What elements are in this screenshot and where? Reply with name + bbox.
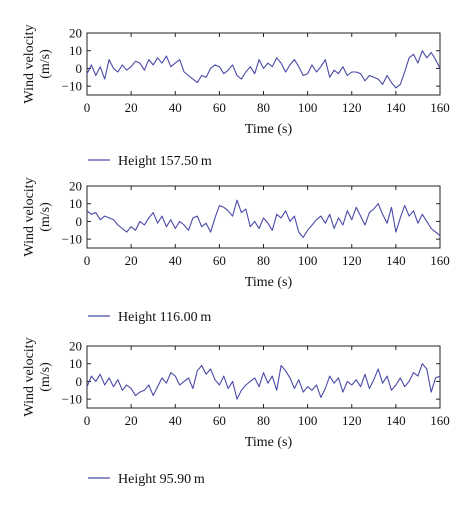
x-tick-label: 20	[125, 100, 138, 115]
x-tick-label: 100	[298, 253, 318, 268]
y-tick-label: 0	[76, 214, 83, 229]
legend-label: Height 116.00 m	[118, 310, 211, 325]
x-tick-label: 40	[169, 413, 182, 428]
x-tick-label: 80	[257, 413, 270, 428]
x-tick-label: 40	[169, 253, 182, 268]
x-axis-label: Time (s)	[245, 435, 293, 450]
x-tick-label: 140	[386, 413, 406, 428]
x-tick-label: 160	[430, 100, 450, 115]
series-line	[86, 199, 441, 238]
x-tick-label: 0	[84, 253, 91, 268]
x-axis-label: Time (s)	[245, 122, 293, 137]
legend-label: Height 157.50 m	[118, 154, 212, 169]
y-tick-label: 20	[69, 179, 82, 194]
x-tick-label: 120	[342, 253, 362, 268]
y-axis-label-line1: Wind velocity	[22, 337, 37, 416]
plot-frame	[86, 185, 441, 249]
y-tick-label: 10	[69, 43, 82, 58]
y-tick-label: −10	[62, 79, 82, 94]
x-tick-label: 20	[125, 413, 138, 428]
x-tick-label: 80	[257, 253, 270, 268]
x-tick-label: 20	[125, 253, 138, 268]
x-tick-label: 160	[430, 413, 450, 428]
y-axis-label-line2: (m/s)	[38, 362, 53, 392]
y-tick-label: −10	[62, 232, 82, 247]
x-tick-label: 60	[213, 100, 226, 115]
y-tick-label: 10	[69, 196, 82, 211]
x-tick-label: 0	[84, 413, 91, 428]
x-tick-label: 100	[298, 100, 318, 115]
x-tick-label: 0	[84, 100, 91, 115]
x-tick-label: 40	[169, 100, 182, 115]
y-axis-label-line1: Wind velocity	[22, 24, 37, 103]
x-tick-label: 140	[386, 253, 406, 268]
y-axis-label-line2: (m/s)	[38, 49, 53, 79]
x-tick-label: 60	[213, 413, 226, 428]
legend-label: Height 95.90 m	[118, 472, 205, 487]
x-tick-label: 160	[430, 253, 450, 268]
x-tick-label: 100	[298, 413, 318, 428]
y-axis-label-line2: (m/s)	[38, 202, 53, 232]
y-tick-label: 0	[76, 61, 83, 76]
y-tick-label: 0	[76, 374, 83, 389]
x-tick-label: 140	[386, 100, 406, 115]
x-tick-label: 120	[342, 413, 362, 428]
y-tick-label: 20	[69, 339, 82, 354]
series-line	[86, 363, 441, 400]
y-axis-label-line1: Wind velocity	[22, 177, 37, 256]
x-axis-label: Time (s)	[245, 275, 293, 290]
y-tick-label: 20	[69, 26, 82, 41]
x-tick-label: 80	[257, 100, 270, 115]
x-tick-label: 60	[213, 253, 226, 268]
y-tick-label: −10	[62, 392, 82, 407]
x-tick-label: 120	[342, 100, 362, 115]
y-tick-label: 10	[69, 356, 82, 371]
series-line	[86, 50, 441, 89]
